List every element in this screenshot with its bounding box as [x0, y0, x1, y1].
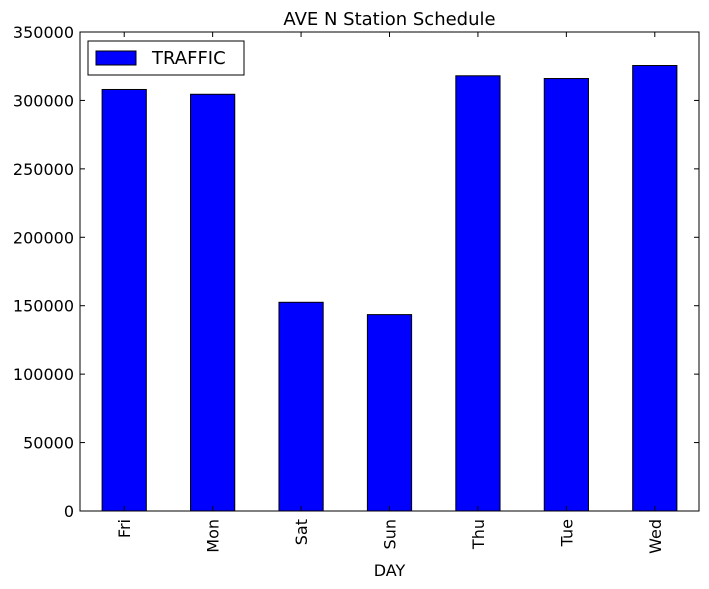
y-tick-label: 150000	[13, 297, 74, 316]
bar-thu	[455, 75, 501, 512]
y-tick-label: 250000	[13, 160, 74, 179]
x-tick-label-sat: Sat	[292, 519, 311, 545]
bar-mon	[190, 93, 236, 512]
x-tick-label-sun: Sun	[381, 519, 400, 549]
x-tick-label-fri: Fri	[115, 519, 134, 538]
bar-sun	[366, 314, 413, 512]
y-tick-label: 0	[64, 502, 74, 521]
x-axis-ticks: Fri Mon Sat Sun Thu Tue Wed	[115, 32, 665, 554]
legend: TRAFFIC	[87, 40, 245, 76]
y-tick-label: 350000	[13, 23, 74, 42]
x-tick-label-thu: Thu	[469, 519, 488, 550]
bars-group	[101, 65, 678, 512]
bar-tue	[543, 78, 589, 512]
bar-fri	[101, 88, 147, 512]
y-tick-label: 100000	[13, 365, 74, 384]
y-tick-label: 300000	[13, 91, 74, 110]
legend-swatch	[95, 50, 137, 66]
x-axis-label: DAY	[374, 561, 406, 580]
y-tick-label: 50000	[23, 434, 74, 453]
bar-sat	[278, 301, 324, 512]
chart-title: AVE N Station Schedule	[283, 9, 495, 30]
legend-label: TRAFFIC	[151, 48, 226, 69]
y-tick-label: 200000	[13, 228, 74, 247]
x-tick-label-tue: Tue	[557, 519, 576, 547]
y-axis-ticks: 0 50000 100000 150000 200000 250000 300000 3500…	[13, 23, 699, 521]
bar-wed	[632, 65, 678, 512]
plot-frame	[79, 31, 700, 512]
x-tick-label-wed: Wed	[646, 519, 665, 554]
x-tick-label-mon: Mon	[204, 519, 223, 553]
